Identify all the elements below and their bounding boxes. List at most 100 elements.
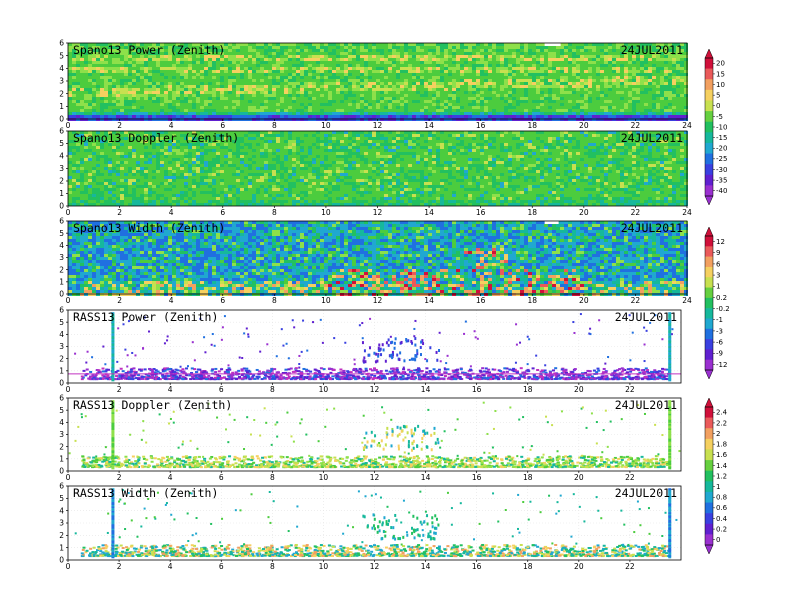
x-tick-label: 14 (421, 473, 431, 482)
x-tick-label: 8 (272, 296, 277, 305)
colorbar-label: -9 (716, 350, 723, 358)
y-tick-label: 0 (59, 202, 64, 211)
colorbar-swatch (705, 407, 713, 418)
colorbar-label: -0.2 (716, 305, 730, 313)
x-tick-label: 2 (117, 562, 122, 571)
x-tick-label: 6 (219, 473, 224, 482)
colorbar-swatch (705, 185, 713, 197)
x-tick-label: 12 (373, 296, 383, 305)
colorbar-swatch (705, 121, 713, 133)
x-tick-label: 2 (117, 473, 122, 482)
colorbar-swatch (705, 470, 713, 482)
colorbar-swatch (705, 153, 713, 165)
x-tick-label: 20 (579, 208, 589, 217)
colorbar-swatch (705, 417, 713, 429)
colorbar-label: -35 (716, 176, 727, 184)
x-tick-label: 0 (66, 208, 71, 217)
x-tick-label: 6 (220, 121, 225, 130)
colorbar-swatch (705, 328, 713, 340)
colorbar-swatch (705, 164, 713, 176)
x-tick-label: 2 (117, 385, 122, 394)
colorbar-swatch (705, 297, 713, 309)
colorbar: 12 9 6 3 1 0.2 -0.2 -1 -3 -6 -9 -12 (704, 226, 730, 380)
x-tick-label: 0 (66, 473, 71, 482)
x-tick-label: 18 (527, 121, 537, 130)
colorbar-swatch (705, 308, 713, 319)
x-tick-label: 12 (370, 385, 380, 394)
colorbar-label: 1.6 (716, 451, 728, 459)
x-tick-label: 22 (631, 121, 641, 130)
colorbar-swatch (705, 277, 713, 288)
colorbar-max-arrow (704, 226, 714, 237)
colorbar-label: -3 (716, 327, 723, 335)
colorbar-swatch (705, 68, 713, 80)
x-tick-label: 20 (579, 121, 589, 130)
x-tick-label: 24 (682, 121, 692, 130)
y-tick-label: 3 (59, 77, 64, 86)
x-tick-label: 4 (168, 562, 173, 571)
colorbar-label: -5 (716, 113, 723, 121)
heatmap-cells (68, 486, 681, 560)
x-tick-label: 10 (319, 473, 329, 482)
colorbar-swatch (705, 100, 713, 112)
x-tick-label: 18 (527, 208, 537, 217)
colorbar-label: 3 (716, 271, 720, 279)
panel-date: 24JUL2011 (615, 486, 677, 500)
heatmap-cells (68, 43, 688, 121)
colorbar-swatch (705, 359, 713, 371)
colorbar-label: -20 (716, 145, 727, 153)
x-tick-label: 14 (421, 385, 431, 394)
colorbar-min-arrow (704, 369, 714, 380)
colorbar-label: 2.4 (716, 409, 728, 417)
colorbar-swatch (705, 523, 713, 535)
x-tick-label: 10 (319, 385, 329, 394)
x-tick-label: 20 (574, 385, 584, 394)
x-tick-label: 2 (117, 296, 122, 305)
colorbar-swatch (705, 428, 713, 440)
x-tick-label: 18 (523, 385, 533, 394)
x-tick-label: 0 (66, 296, 71, 305)
colorbar-min-arrow (704, 544, 714, 555)
y-tick-label: 2 (59, 442, 64, 451)
y-tick-label: 0 (59, 467, 64, 476)
panel-title: Spano13 Power (Zenith) (73, 43, 225, 57)
x-tick-label: 14 (424, 208, 434, 217)
colorbar-label: 1.8 (716, 441, 727, 449)
colorbar-swatch (705, 89, 713, 101)
y-tick-label: 0 (59, 290, 64, 299)
colorbar: 20 15 10 5 0 -5 -10 -15 -20 -25 -30 -35 -40 (704, 48, 727, 206)
x-tick-label: 10 (321, 208, 331, 217)
colorbar-label: 5 (716, 92, 720, 100)
x-tick-label: 12 (370, 473, 380, 482)
y-tick-label: 6 (59, 127, 64, 136)
panel-date: 24JUL2011 (615, 310, 677, 324)
y-tick-label: 6 (59, 306, 64, 315)
colorbar-swatch (705, 79, 713, 91)
x-tick-label: 22 (631, 208, 641, 217)
x-tick-label: 12 (370, 562, 380, 571)
x-tick-label: 22 (625, 473, 635, 482)
x-tick-label: 10 (321, 121, 331, 130)
x-tick-label: 8 (272, 208, 277, 217)
colorbar-label: 9 (716, 249, 720, 257)
y-tick-label: 6 (59, 39, 64, 48)
x-tick-label: 0 (66, 385, 71, 394)
colorbar-label: 1 (716, 483, 720, 491)
y-tick-label: 2 (59, 265, 64, 274)
colorbar-swatch (705, 534, 713, 546)
colorbar-swatch (705, 246, 713, 257)
panel-title: RASS13 Doppler (Zenith) (73, 398, 232, 412)
x-tick-label: 6 (219, 562, 224, 571)
y-tick-label: 4 (59, 418, 64, 427)
colorbar-label: 12 (716, 238, 725, 246)
x-tick-label: 20 (574, 562, 584, 571)
x-tick-label: 14 (421, 562, 431, 571)
x-tick-label: 4 (169, 208, 174, 217)
colorbar-label: 15 (716, 70, 725, 78)
y-tick-label: 5 (59, 139, 64, 148)
y-tick-label: 5 (59, 229, 64, 238)
x-tick-label: 8 (270, 562, 275, 571)
y-tick-label: 4 (59, 506, 64, 515)
